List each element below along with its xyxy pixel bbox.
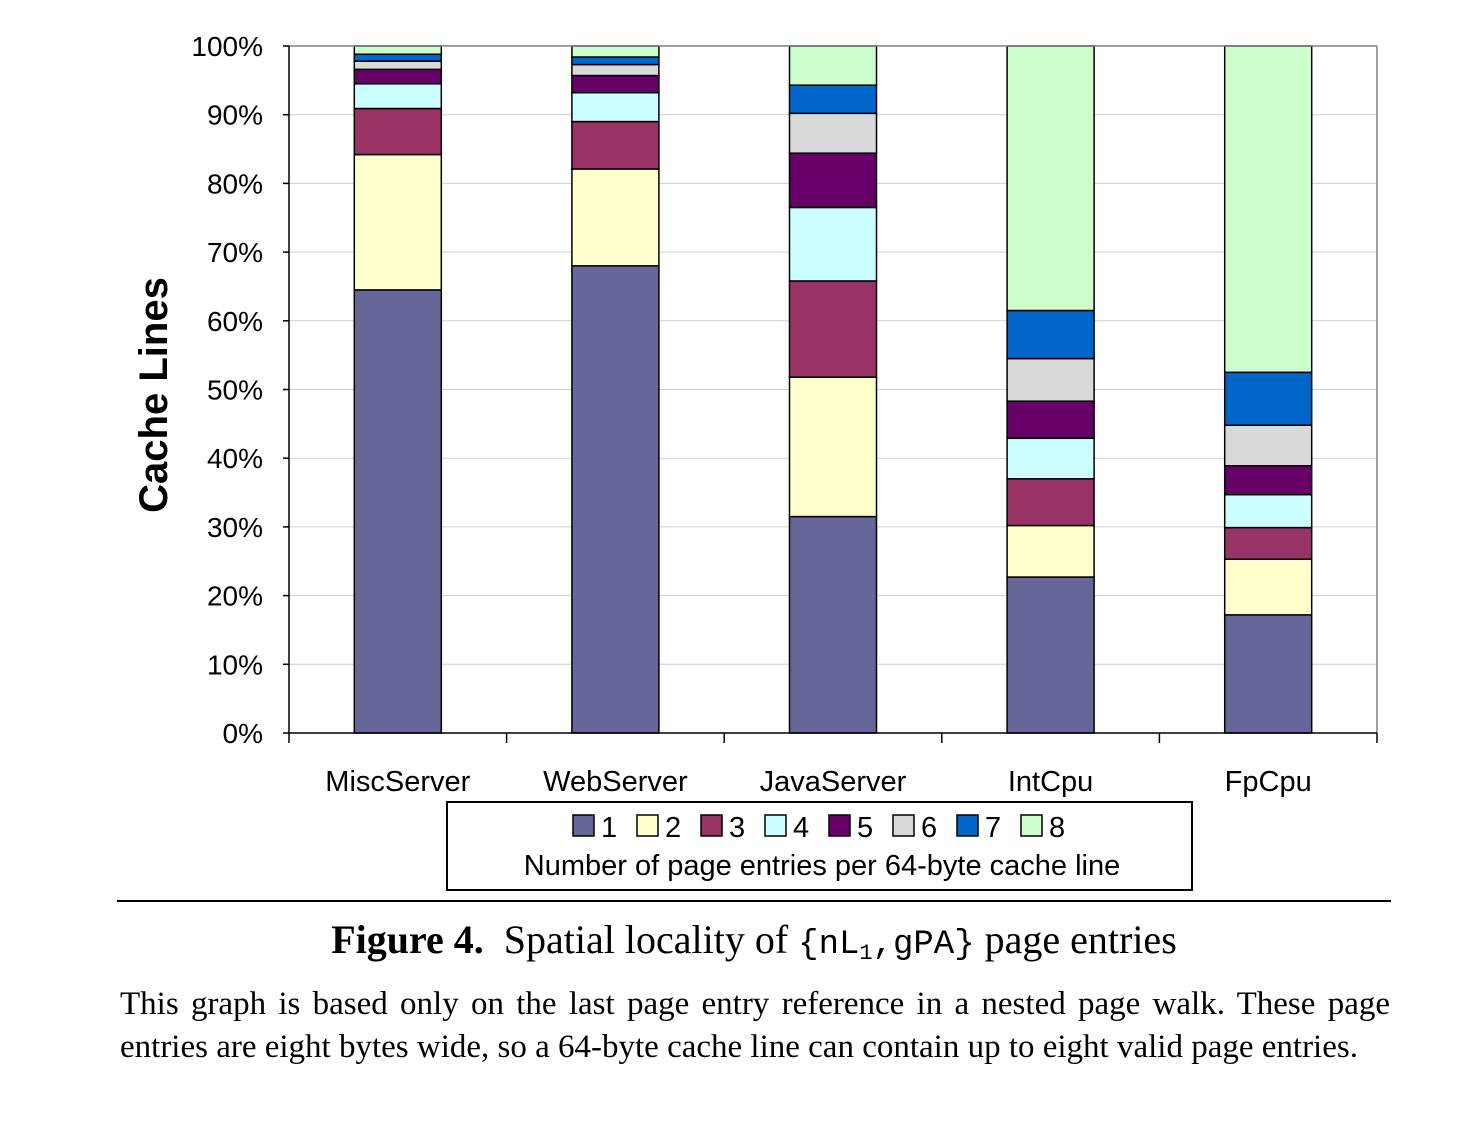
legend-swatch-6 [892,814,915,837]
legend-title: Number of page entries per 64-byte cache… [524,850,1120,882]
legend-items: 1 2 3 4 5 6 7 8 [572,812,1065,844]
caption-title-prefix: Spatial locality of [503,917,799,962]
figure-label: Figure 4. [331,917,484,962]
bar-segment-MiscServer-8 [353,45,443,55]
legend-swatch-7 [956,814,979,837]
caption-divider [117,900,1391,902]
legend-label-1: 1 [601,812,617,844]
bar-segment-WebServer-7 [571,56,660,66]
y-tick-label: 0% [223,718,263,749]
bar-segment-MiscServer-3 [353,107,443,156]
caption-title-subscript: 1 [859,941,873,966]
legend-swatch-8 [1020,814,1043,837]
legend-label-7: 7 [985,812,1001,844]
bar-segment-MiscServer-5 [353,68,443,85]
y-tick-label: 100% [191,31,263,62]
bar-segment-MiscServer-2 [353,153,443,291]
caption-title-code-end: ,gPA} [872,926,975,964]
bar-segment-WebServer-1 [571,265,660,734]
x-tick-label: MiscServer [325,766,470,798]
y-tick-label: 30% [207,512,263,543]
bar-segment-MiscServer-4 [353,83,443,110]
legend-swatch-3 [700,814,723,837]
bar-segment-FpCpu-2 [1223,558,1313,616]
legend-label-6: 6 [921,812,937,844]
x-tick-label: IntCpu [1008,766,1093,798]
bar-segment-WebServer-5 [571,74,660,94]
bar-segment-FpCpu-4 [1223,493,1313,529]
bar-segment-JavaServer-8 [788,45,878,86]
legend-box [446,801,1193,891]
bar-segment-JavaServer-3 [788,280,878,378]
bar-segment-WebServer-3 [571,120,660,170]
bar-segment-WebServer-8 [571,45,660,58]
bar-segment-IntCpu-3 [1006,478,1095,527]
bar-segment-FpCpu-5 [1223,465,1313,496]
x-tick-label: WebServer [543,766,688,798]
legend-swatch-5 [828,814,851,837]
legend-swatch-1 [572,814,595,837]
bar-segment-MiscServer-1 [353,289,443,734]
x-tick-label: FpCpu [1225,766,1312,798]
bar-segment-FpCpu-1 [1223,614,1313,734]
y-axis-title: Cache Lines [132,277,176,513]
y-tick-label: 40% [207,443,263,474]
x-tick-label: JavaServer [760,766,907,798]
bar-segment-JavaServer-2 [788,376,878,518]
bar-segment-WebServer-2 [571,168,660,267]
legend-swatch-4 [764,814,787,837]
bar-segment-JavaServer-7 [788,84,878,115]
legend-label-3: 3 [729,812,745,844]
bar-segment-IntCpu-6 [1006,357,1095,402]
bar-segment-JavaServer-6 [788,112,878,154]
y-tick-label: 80% [207,168,263,199]
legend-label-2: 2 [665,812,681,844]
bars [353,45,1313,734]
bar-segment-MiscServer-7 [353,53,443,62]
bar-segment-WebServer-4 [571,91,660,123]
bar-segment-IntCpu-2 [1006,524,1095,578]
y-tick-label: 50% [207,375,263,406]
bar-segment-IntCpu-7 [1006,309,1095,360]
bar-segment-MiscServer-6 [353,60,443,71]
legend-label-8: 8 [1049,812,1065,844]
y-tick-label: 70% [207,237,263,268]
figure-caption-body: This graph is based only on the last pag… [120,986,1390,1065]
y-tick-label: 10% [207,649,263,680]
caption-title-code: {nL [798,926,860,964]
y-tick-label: 90% [207,100,263,131]
bar-segment-JavaServer-4 [788,206,878,282]
bar-segment-FpCpu-6 [1223,424,1313,467]
caption-title-suffix: page entries [974,917,1177,962]
bar-segment-IntCpu-8 [1006,45,1095,312]
y-tick-label: 20% [207,581,263,612]
legend-swatch-2 [636,814,659,837]
bar-segment-FpCpu-3 [1223,526,1313,560]
bar-segment-JavaServer-1 [788,515,878,734]
legend: 1 2 3 4 5 6 7 8 Number of page entries per 64-b… [446,801,1193,891]
axes: 0% 10% 20% 30% 40% 50% 60% 70% 80% 90% 100% MiscSer… [191,31,1378,798]
figure-caption-title: Figure 4. Spatial locality of {nL1,gPA} … [0,916,1474,966]
stacked-bar-chart: 0% 10% 20% 30% 40% 50% 60% 70% 80% 90% 100% MiscSer… [132,31,1378,891]
legend-label-4: 4 [793,812,809,844]
legend-label-5: 5 [857,812,873,844]
bar-segment-IntCpu-4 [1006,437,1095,480]
bar-segment-FpCpu-8 [1223,45,1313,374]
bar-segment-IntCpu-1 [1006,576,1095,734]
bar-segment-WebServer-6 [571,63,660,77]
y-tick-label: 60% [207,306,263,337]
bar-segment-FpCpu-7 [1223,371,1313,426]
bar-segment-JavaServer-5 [788,152,878,209]
bar-segment-IntCpu-5 [1006,400,1095,440]
